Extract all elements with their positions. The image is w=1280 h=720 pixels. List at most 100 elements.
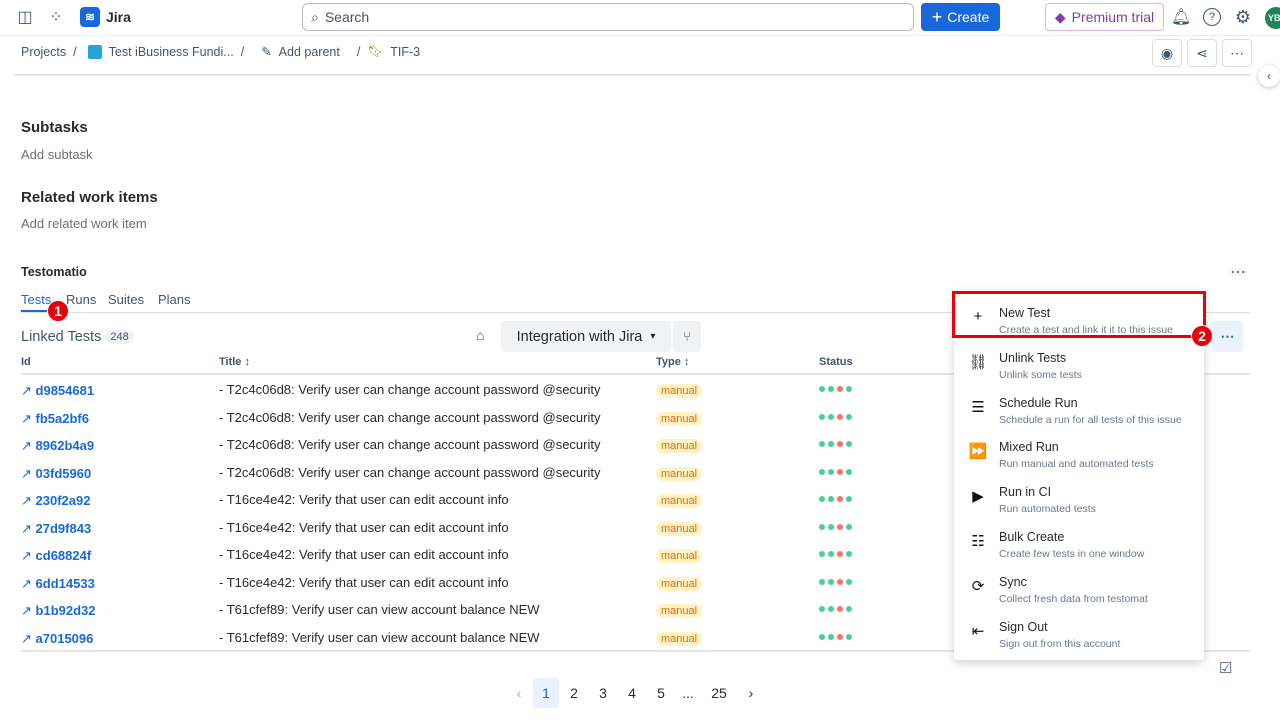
status-dots: [819, 496, 852, 502]
test-title[interactable]: - T16ce4e42: Verify that user can edit a…: [219, 492, 509, 507]
table-row[interactable]: ↗︎ b1b92d32 - T61cfef89: Verify user can…: [21, 601, 1250, 628]
pagination-page[interactable]: 4: [628, 685, 636, 701]
linked-tests-count: 248: [105, 330, 134, 344]
pagination-page[interactable]: 5: [657, 685, 665, 701]
test-id-link[interactable]: ↗︎ a7015096: [21, 631, 93, 647]
status-dot: [819, 441, 825, 447]
column-header-title[interactable]: Title ↕: [219, 356, 250, 368]
pagination-next-icon[interactable]: ›: [748, 685, 754, 701]
test-id-link[interactable]: ↗︎ 27d9f843: [21, 521, 91, 537]
status-dot: [819, 468, 825, 475]
menu-item-sync[interactable]: ⟳ Sync Collect fresh data from testomat: [954, 565, 1204, 610]
table-row[interactable]: ↗︎ 230f2a92 - T16ce4e42: Verify that use…: [21, 491, 1250, 518]
test-id: 03fd5960: [35, 465, 92, 481]
test-id-link[interactable]: ↗︎ b1b92d32: [21, 603, 96, 619]
pagination-page[interactable]: 25: [711, 685, 727, 701]
test-title[interactable]: - T2c4c06d8: Verify user can change acco…: [219, 464, 601, 480]
test-title[interactable]: - T16ce4e42: Verify that user can edit a…: [219, 547, 509, 562]
pagination-prev-icon[interactable]: ‹: [516, 685, 522, 701]
testomatio-menu-button[interactable]: ⋯: [1212, 321, 1243, 352]
test-title[interactable]: - T2c4c06d8: Verify user can change acco…: [219, 382, 601, 397]
test-id-link[interactable]: ↗︎ 8962b4a9: [21, 438, 94, 454]
notifications-bell-icon[interactable]: 🔔︎: [1170, 9, 1192, 26]
test-id-link[interactable]: ↗︎ 6dd14533: [21, 576, 95, 592]
external-link-icon: ↗︎: [21, 465, 32, 481]
menu-item-mixed-run[interactable]: ⏩ Mixed Run Run manual and automated tests: [954, 430, 1204, 475]
table-row[interactable]: ↗︎ a7015096 - T61cfef89: Verify user can…: [21, 629, 1250, 656]
tab-suites[interactable]: Suites: [108, 292, 145, 307]
status-dot: [846, 386, 852, 392]
menu-item-unlink-tests[interactable]: ⛓ Unlink Tests Unlink some tests: [954, 341, 1204, 386]
type-badge: manual: [656, 631, 703, 646]
test-title[interactable]: - T16ce4e42: Verify that user can edit a…: [219, 519, 509, 535]
tab-tests[interactable]: Tests: [21, 292, 52, 307]
test-id-link[interactable]: ↗︎ 230f2a92: [21, 493, 90, 509]
table-row[interactable]: ↗︎ 27d9f843 - T16ce4e42: Verify that use…: [21, 519, 1250, 546]
watch-eye-icon[interactable]: ◉: [1152, 39, 1182, 67]
pagination-page[interactable]: 1: [533, 678, 559, 708]
table-row[interactable]: ↗︎ cd68824f - T16ce4e42: Verify that use…: [21, 546, 1250, 573]
status-dot: [819, 551, 825, 557]
menu-item-schedule-run[interactable]: ☰ Schedule Run Schedule a run for all test…: [954, 386, 1204, 431]
home-icon[interactable]: ⌂: [476, 327, 485, 343]
table-row[interactable]: ↗︎ fb5a2bf6 - T2c4c06d8: Verify user can…: [21, 409, 1250, 436]
app-switcher-icon[interactable]: ⁘: [49, 9, 63, 26]
column-header-type[interactable]: Type ↕: [656, 356, 690, 368]
test-title[interactable]: - T16ce4e42: Verify that user can edit a…: [219, 574, 509, 590]
test-id-link[interactable]: ↗︎ 03fd5960: [21, 466, 91, 482]
branch-icon[interactable]: ⑂: [673, 321, 701, 352]
add-parent-link[interactable]: Add parent: [278, 44, 340, 59]
premium-trial-button[interactable]: ◆ Premium trial: [1045, 3, 1164, 31]
help-icon[interactable]: ?: [1203, 8, 1221, 26]
add-subtask-link[interactable]: Add subtask: [21, 147, 93, 162]
collapse-panel-chevron-icon[interactable]: ‹: [1258, 65, 1280, 87]
test-title[interactable]: - T61cfef89: Verify user can view accoun…: [219, 629, 540, 645]
more-actions-icon[interactable]: ⋯: [1222, 39, 1252, 67]
test-id-link[interactable]: ↗︎ d9854681: [21, 383, 94, 399]
search-input[interactable]: ⌕ Search: [302, 3, 914, 31]
test-id-link[interactable]: ↗︎ fb5a2bf6: [21, 411, 89, 427]
table-row[interactable]: ↗︎ 6dd14533 - T16ce4e42: Verify that use…: [21, 574, 1250, 601]
menu-item-label: Unlink Tests: [999, 350, 1067, 365]
status-dot: [837, 633, 843, 640]
menu-item-run-in-ci[interactable]: ▶ Run in CI Run automated tests: [954, 475, 1204, 520]
status-dot: [846, 551, 852, 557]
avatar[interactable]: YB: [1265, 7, 1280, 29]
jira-logo-icon[interactable]: ≋: [80, 7, 100, 27]
table-row[interactable]: ↗︎ 8962b4a9 - T2c4c06d8: Verify user can…: [21, 436, 1250, 463]
table-row[interactable]: ↗︎ 03fd5960 - T2c4c06d8: Verify user can…: [21, 464, 1250, 491]
tab-runs[interactable]: Runs: [66, 292, 97, 307]
suite-selector[interactable]: Integration with Jira ▾: [501, 321, 671, 352]
testomatio-more-icon[interactable]: ⋯: [1230, 264, 1246, 281]
tab-plans[interactable]: Plans: [158, 292, 191, 307]
menu-item-label: Bulk Create: [999, 530, 1065, 544]
app-name[interactable]: Jira: [106, 9, 131, 25]
create-button[interactable]: + Create: [921, 3, 1000, 31]
test-id: d9854681: [35, 383, 95, 398]
type-badge: manual: [656, 494, 703, 508]
menu-item-bulk-create[interactable]: ☷ Bulk Create Create few tests in one wind…: [954, 520, 1204, 565]
edit-icon: ✎: [261, 45, 272, 59]
table-row[interactable]: ↗︎ d9854681 - T2c4c06d8: Verify user can…: [21, 381, 1250, 408]
menu-item-new-test[interactable]: + New Test Create a test and link it it to…: [954, 296, 1204, 341]
search-placeholder: Search: [324, 9, 370, 25]
breadcrumb-projects[interactable]: Projects: [21, 44, 67, 59]
test-title[interactable]: - T2c4c06d8: Verify user can change acco…: [219, 409, 601, 425]
sidebar-toggle-icon[interactable]: ◫: [17, 9, 33, 26]
fast-forward-icon: ⏩: [968, 443, 988, 461]
test-id-link[interactable]: ↗︎ cd68824f: [21, 548, 91, 564]
test-title[interactable]: - T2c4c06d8: Verify user can change acco…: [219, 437, 601, 452]
breadcrumb-issue-key[interactable]: TIF-3: [390, 44, 421, 59]
checklist-icon[interactable]: ☑: [1219, 660, 1233, 677]
add-related-work-item-link[interactable]: Add related work item: [21, 216, 147, 231]
settings-gear-icon[interactable]: ⚙: [1234, 6, 1252, 27]
breadcrumb-project[interactable]: Test iBusiness Fundi...: [108, 44, 234, 59]
status-dot: [828, 578, 834, 585]
share-icon[interactable]: ⋖: [1187, 39, 1217, 67]
menu-item-sign-out[interactable]: ⇤ Sign Out Sign out from this account: [954, 610, 1204, 655]
status-dot: [828, 523, 834, 530]
pagination-page[interactable]: 3: [599, 685, 607, 701]
pagination-page[interactable]: 2: [570, 685, 578, 701]
status-dot: [846, 606, 852, 612]
test-title[interactable]: - T61cfef89: Verify user can view accoun…: [219, 602, 540, 617]
